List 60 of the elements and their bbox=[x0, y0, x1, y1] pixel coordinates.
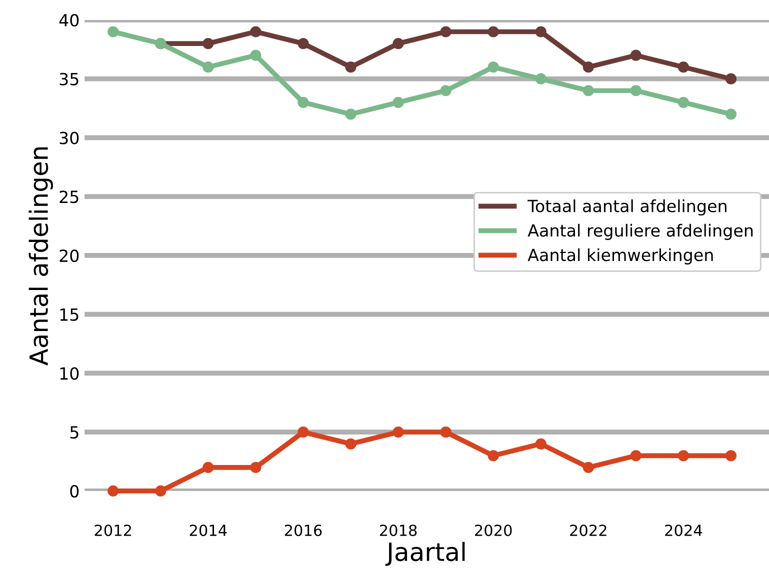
point bbox=[440, 426, 452, 438]
point bbox=[630, 450, 642, 462]
point bbox=[582, 62, 594, 73]
x-tick-label: 2022 bbox=[570, 524, 606, 536]
y-tick-label: 10 bbox=[60, 367, 79, 380]
point bbox=[202, 462, 214, 473]
point bbox=[725, 450, 737, 462]
y-tick-label: 30 bbox=[60, 132, 79, 144]
point bbox=[202, 62, 214, 73]
y-tick-label: 0 bbox=[70, 484, 79, 498]
point bbox=[250, 50, 262, 61]
point bbox=[582, 462, 594, 473]
x-tick-label: 2016 bbox=[284, 524, 322, 536]
point bbox=[250, 462, 262, 473]
point bbox=[535, 26, 546, 38]
y-tick-label: 40 bbox=[59, 14, 79, 27]
point bbox=[630, 50, 642, 61]
legend-label: Totaal aantal afdelingen bbox=[528, 199, 726, 216]
x-tick-label: 2024 bbox=[665, 524, 702, 536]
point bbox=[725, 108, 737, 120]
point bbox=[392, 38, 404, 50]
point bbox=[345, 62, 356, 73]
point bbox=[440, 85, 452, 96]
point bbox=[202, 38, 214, 50]
point bbox=[678, 96, 690, 108]
point bbox=[535, 73, 546, 84]
x-tick-label: 2018 bbox=[380, 524, 417, 536]
legend-label: Aantal reguliere afdelingen bbox=[528, 224, 753, 240]
point bbox=[678, 450, 690, 462]
x-tick-label: 2014 bbox=[190, 524, 227, 536]
point bbox=[298, 38, 309, 50]
point bbox=[630, 85, 642, 96]
y-tick-label: 25 bbox=[60, 190, 78, 204]
y-tick-label: 35 bbox=[60, 72, 78, 86]
point bbox=[345, 438, 356, 450]
point bbox=[488, 62, 499, 73]
point bbox=[345, 108, 356, 120]
y-tick-label: 5 bbox=[70, 426, 78, 439]
x-tick-label: 2020 bbox=[475, 524, 512, 536]
y-tick-label: 20 bbox=[60, 249, 79, 262]
point bbox=[535, 438, 546, 450]
y-tick-label: 15 bbox=[60, 308, 78, 321]
point bbox=[488, 450, 499, 462]
point bbox=[392, 96, 404, 108]
point bbox=[250, 26, 262, 38]
point bbox=[392, 426, 404, 438]
x-axis-title: Jaartal bbox=[385, 542, 465, 566]
point bbox=[108, 485, 119, 497]
point bbox=[108, 26, 119, 38]
point bbox=[725, 73, 737, 84]
point bbox=[298, 96, 309, 108]
point bbox=[440, 26, 452, 38]
point bbox=[582, 85, 594, 96]
point bbox=[488, 26, 499, 38]
point bbox=[678, 62, 690, 73]
x-tick-label: 2012 bbox=[94, 524, 132, 536]
point bbox=[298, 426, 309, 438]
y-axis-title: Aantal afdelingen bbox=[28, 147, 53, 366]
point bbox=[155, 485, 166, 497]
legend-label: Aantal kiemwerkingen bbox=[528, 248, 713, 264]
